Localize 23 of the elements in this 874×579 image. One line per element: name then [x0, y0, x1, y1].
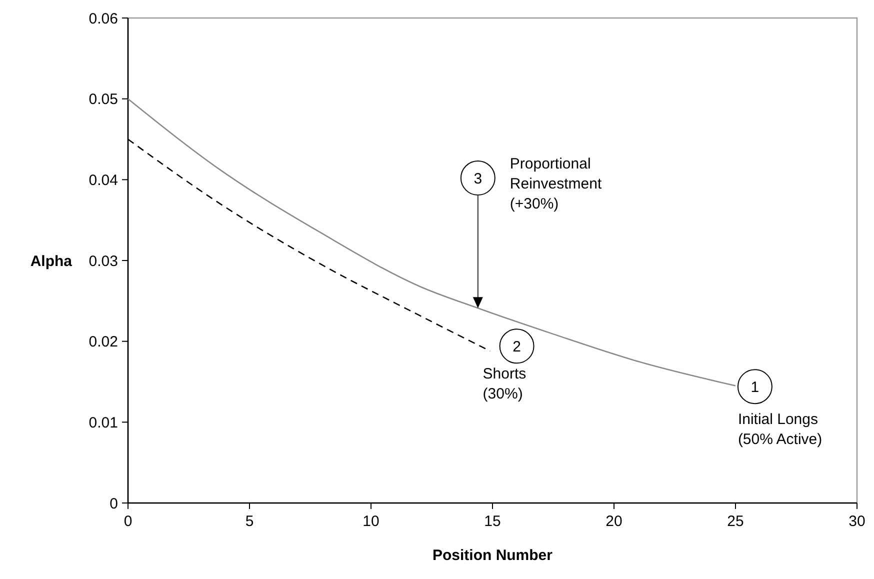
annotation: Shorts (30%): [482, 365, 526, 402]
annotation: Proportional Reinvestment (+30%): [510, 155, 602, 212]
x-tick-label: 25: [727, 513, 744, 530]
y-tick-label: 0.05: [88, 91, 118, 108]
y-axis-title: Alpha: [30, 252, 73, 270]
x-tick-label: 0: [124, 513, 132, 530]
annotation: Initial Longs (50% Active): [738, 410, 822, 448]
y-tick-label: 0.04: [88, 172, 118, 189]
y-tick-label: 0.01: [88, 414, 118, 432]
x-tick-label: 30: [848, 513, 866, 530]
y-tick-label: 0.02: [88, 334, 118, 351]
annotation: 1: [750, 378, 760, 396]
x-tick-label: 15: [484, 513, 501, 530]
x-tick-label: 20: [606, 513, 622, 530]
line-series: [127, 98, 736, 386]
x-tick-label: 10: [362, 513, 380, 530]
y-tick-label: 0.03: [88, 252, 118, 270]
x-axis-title: Position Number: [432, 547, 553, 564]
y-tick-label: 0.06: [88, 10, 118, 28]
annotation: 2: [512, 338, 521, 356]
annotation: 3: [474, 170, 482, 188]
x-tick-label: 5: [245, 513, 254, 530]
y-tick-label: 0: [110, 495, 118, 512]
